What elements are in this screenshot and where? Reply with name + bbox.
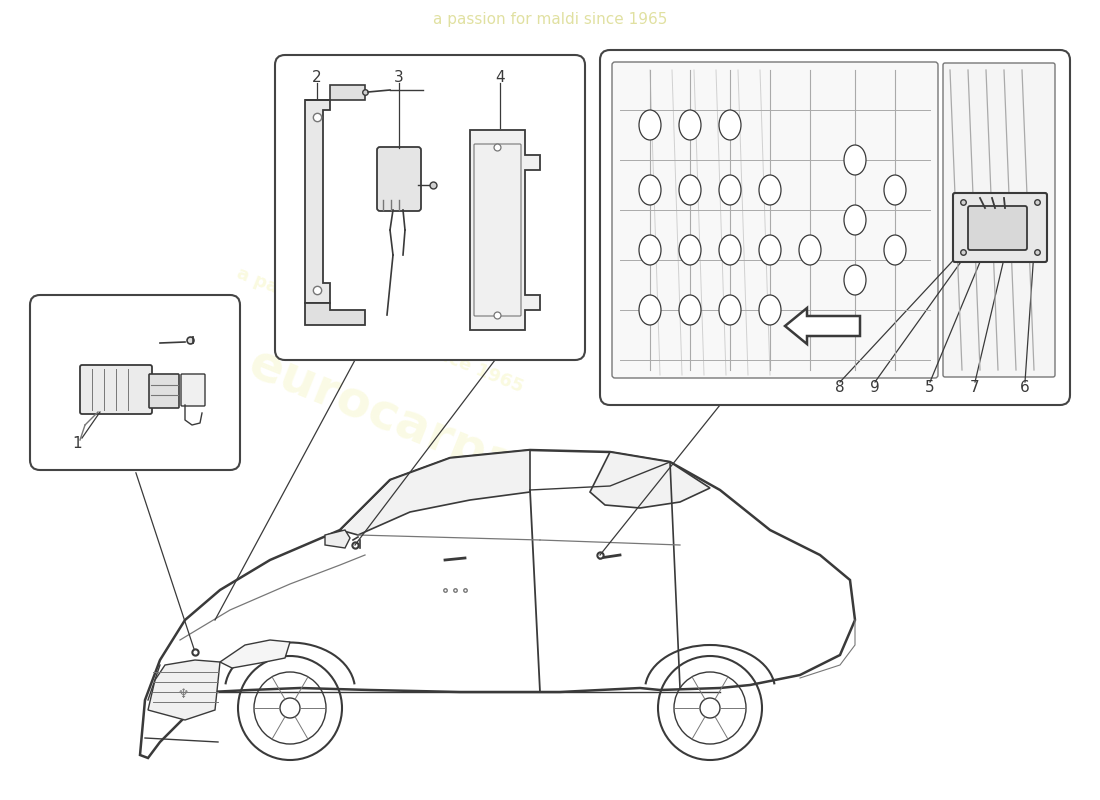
Ellipse shape	[884, 235, 906, 265]
FancyBboxPatch shape	[275, 55, 585, 360]
Text: a passion for maldi since 1965: a passion for maldi since 1965	[234, 264, 526, 396]
Ellipse shape	[679, 175, 701, 205]
Text: eurocarparts: eurocarparts	[801, 149, 999, 251]
Ellipse shape	[639, 110, 661, 140]
Ellipse shape	[679, 295, 701, 325]
Text: 6: 6	[1020, 381, 1030, 395]
Text: 2: 2	[312, 70, 322, 85]
FancyBboxPatch shape	[377, 147, 421, 211]
Ellipse shape	[719, 235, 741, 265]
Polygon shape	[305, 303, 365, 325]
Ellipse shape	[639, 175, 661, 205]
Ellipse shape	[799, 235, 821, 265]
Text: 5: 5	[925, 381, 935, 395]
Polygon shape	[590, 452, 710, 508]
Text: 4: 4	[495, 70, 505, 85]
Polygon shape	[220, 640, 290, 668]
Text: 1965: 1965	[917, 134, 982, 176]
FancyBboxPatch shape	[612, 62, 938, 378]
Polygon shape	[305, 85, 365, 100]
Ellipse shape	[759, 235, 781, 265]
FancyBboxPatch shape	[953, 193, 1047, 262]
Text: a passion for maldi since 1965: a passion for maldi since 1965	[432, 12, 668, 27]
Ellipse shape	[719, 110, 741, 140]
Polygon shape	[324, 530, 350, 548]
Ellipse shape	[844, 145, 866, 175]
Polygon shape	[470, 130, 540, 330]
FancyBboxPatch shape	[182, 374, 205, 406]
FancyBboxPatch shape	[30, 295, 240, 470]
FancyBboxPatch shape	[600, 50, 1070, 405]
Polygon shape	[148, 660, 220, 720]
Text: 8: 8	[835, 381, 845, 395]
Ellipse shape	[759, 295, 781, 325]
Text: eurocarparts: eurocarparts	[242, 339, 598, 521]
Polygon shape	[305, 100, 330, 303]
Text: 1: 1	[73, 435, 81, 450]
Text: 7: 7	[970, 381, 980, 395]
Ellipse shape	[719, 295, 741, 325]
Text: 3: 3	[394, 70, 404, 85]
Polygon shape	[785, 308, 860, 344]
Ellipse shape	[759, 175, 781, 205]
Ellipse shape	[639, 295, 661, 325]
Polygon shape	[140, 450, 855, 758]
Ellipse shape	[884, 175, 906, 205]
FancyBboxPatch shape	[968, 206, 1027, 250]
Ellipse shape	[679, 235, 701, 265]
Text: 9: 9	[870, 381, 880, 395]
Ellipse shape	[719, 175, 741, 205]
FancyBboxPatch shape	[943, 63, 1055, 377]
Ellipse shape	[639, 235, 661, 265]
Ellipse shape	[679, 110, 701, 140]
Text: ♆: ♆	[177, 689, 188, 702]
Ellipse shape	[844, 265, 866, 295]
Polygon shape	[340, 450, 530, 535]
FancyBboxPatch shape	[80, 365, 152, 414]
FancyBboxPatch shape	[148, 374, 179, 408]
Ellipse shape	[844, 205, 866, 235]
